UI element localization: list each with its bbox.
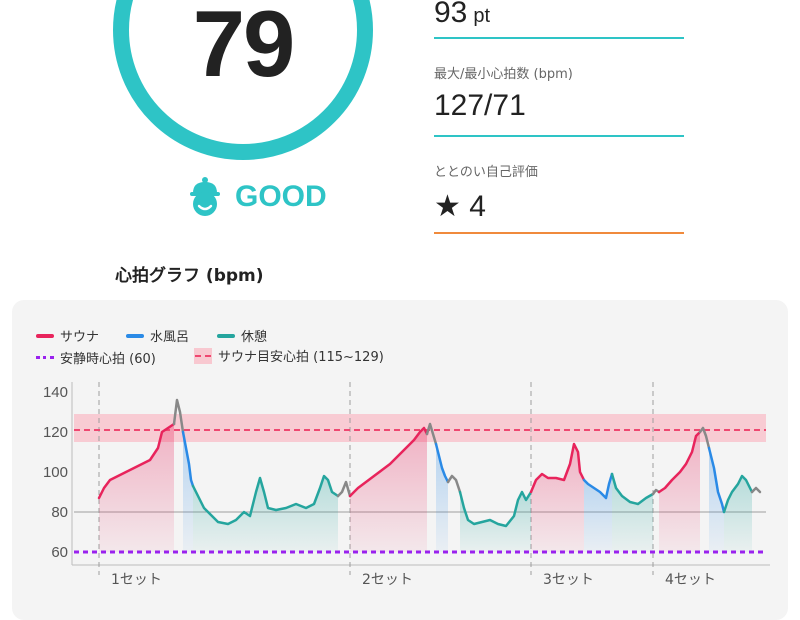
series-line-sauna <box>348 426 429 498</box>
series-area-sauna <box>531 444 584 552</box>
series-area-sauna <box>659 432 700 552</box>
legend-water: 水風呂 <box>126 326 189 345</box>
points-unit: pt <box>473 5 491 27</box>
set-label: 4セット <box>665 572 716 588</box>
series-line-transition <box>336 480 352 498</box>
self-rating-label: ととのい自己評価 <box>434 165 538 180</box>
series-line-rest <box>458 490 533 528</box>
series-line-transition <box>425 422 438 446</box>
set-label: 1セット <box>111 572 162 588</box>
series-line-sauna <box>657 430 702 494</box>
series-area-water <box>584 474 612 552</box>
legend-water-label: 水風呂 <box>150 330 190 345</box>
chart-title: 心拍グラフ (bpm) <box>115 266 264 286</box>
series-area-water <box>709 448 724 552</box>
series-area-sauna <box>350 428 427 552</box>
y-tick-label: 80 <box>51 504 68 521</box>
series-line-water <box>707 446 726 514</box>
rating-label: GOOD <box>235 180 327 213</box>
series-area-rest <box>612 474 653 552</box>
smiling-face-cap-icon <box>190 177 220 216</box>
self-rating-value: ★ 4 <box>434 190 486 223</box>
legend-sauna-target-label: サウナ目安心拍 (115~129) <box>218 350 384 365</box>
self-rating-divider <box>434 232 684 234</box>
self-rating-stat: ととのい自己評価 ★ 4 <box>434 161 684 234</box>
series-line-transition <box>698 426 711 450</box>
series-line-water <box>582 472 614 500</box>
legend-resting-hr-label: 安静時心拍 (60) <box>60 352 156 367</box>
series-area-rest <box>193 476 338 552</box>
points-divider <box>434 37 684 39</box>
legend-sauna-swatch <box>36 333 54 338</box>
series-line-rest <box>610 472 655 506</box>
y-tick-label: 60 <box>51 544 68 561</box>
series-line-transition <box>750 486 762 494</box>
series-line-water <box>181 430 195 488</box>
legend-sauna-target-swatch <box>194 347 212 364</box>
rating: GOOD <box>187 176 327 218</box>
series-line-sauna <box>529 442 586 494</box>
points-value: 93 <box>434 0 468 29</box>
heart-rate-stat: 最大/最小心拍数 (bpm) 127/71 <box>434 63 684 137</box>
series-line-sauna <box>97 422 176 500</box>
points-value-row: 93 pt <box>434 0 490 30</box>
y-tick-label: 140 <box>43 384 68 401</box>
legend-rest: 休憩 <box>217 326 267 345</box>
series-line-transition <box>446 474 462 494</box>
y-tick-label: 120 <box>43 424 68 441</box>
series-line-rest <box>722 474 754 514</box>
series-line-rest <box>191 474 340 526</box>
series-area-water <box>436 444 448 552</box>
heart-rate-divider <box>434 135 684 137</box>
legend-water-swatch <box>126 333 144 338</box>
set-label: 2セット <box>362 572 413 588</box>
score-value: 79 <box>192 0 296 96</box>
series-area-rest <box>460 492 531 552</box>
legend-resting-hr-swatch <box>36 356 54 359</box>
y-tick-label: 100 <box>43 464 68 481</box>
heart-rate-label: 最大/最小心拍数 (bpm) <box>434 67 573 82</box>
legend-rest-label: 休憩 <box>241 330 268 345</box>
series-area-water <box>183 432 193 552</box>
legend-rest-swatch <box>217 333 235 338</box>
legend-resting-hr: 安静時心拍 (60) <box>36 348 156 367</box>
set-label: 3セット <box>543 572 594 588</box>
series-line-water <box>434 442 450 484</box>
legend-sauna-label: サウナ <box>60 330 100 345</box>
series-line-transition <box>172 398 185 434</box>
legend-sauna: サウナ <box>36 326 99 345</box>
heart-rate-value: 127/71 <box>434 89 526 122</box>
series-area-rest <box>724 476 752 552</box>
legend-sauna-target: サウナ目安心拍 (115~129) <box>194 346 384 365</box>
heart-rate-chart: 140 120 100 80 60 1セット 2セット 3セット 4セット <box>43 382 770 588</box>
series-area-sauna <box>99 424 174 552</box>
